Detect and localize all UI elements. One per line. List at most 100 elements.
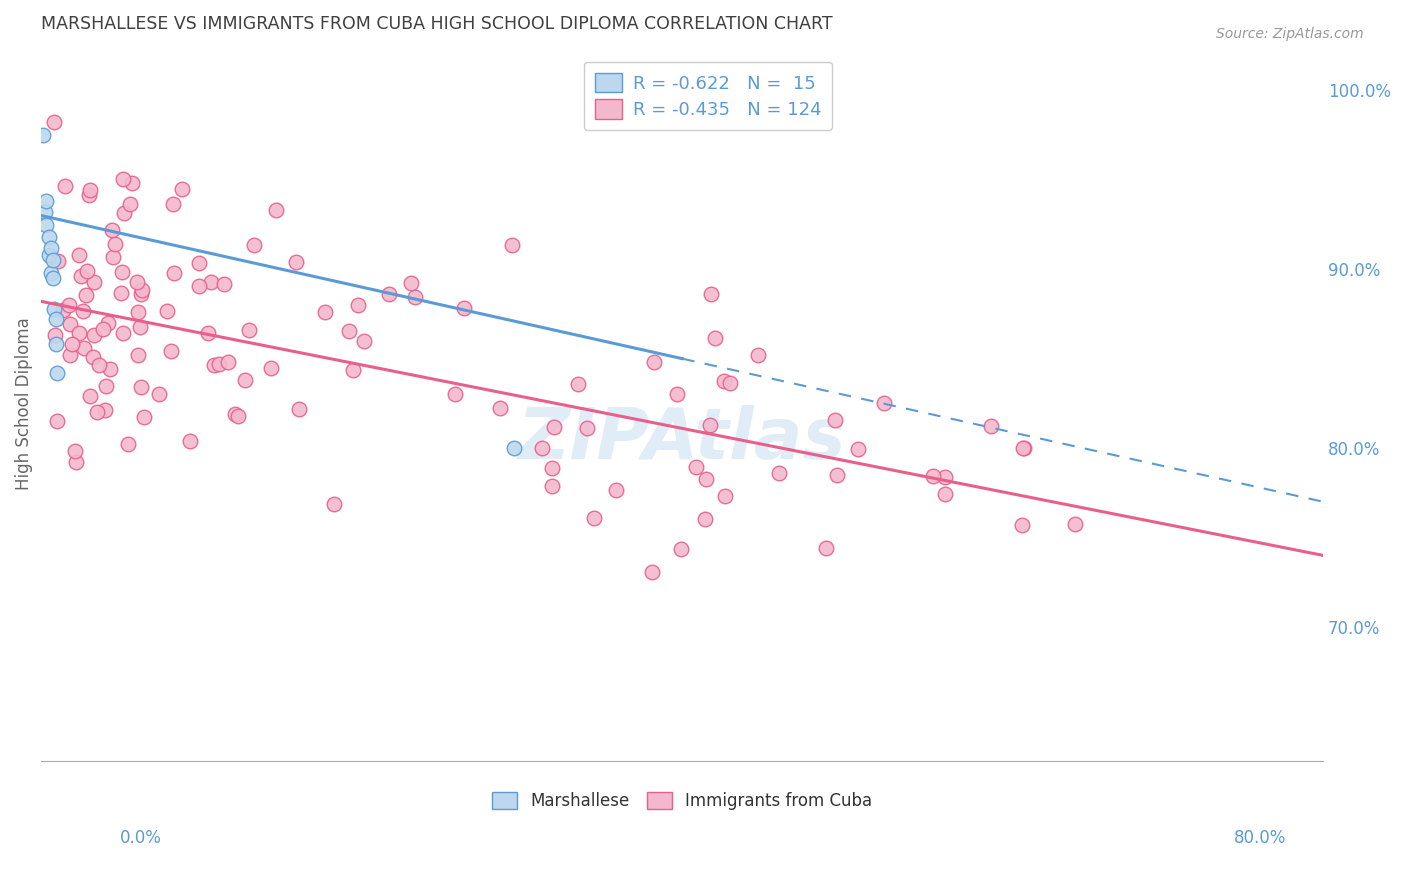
Point xyxy=(284,255,307,269)
Point xyxy=(75,288,97,302)
Point xyxy=(129,287,152,301)
Text: Source: ZipAtlas.com: Source: ZipAtlas.com xyxy=(1216,27,1364,41)
Point xyxy=(104,237,127,252)
Point xyxy=(170,181,193,195)
Point xyxy=(233,373,256,387)
Point xyxy=(41,253,63,268)
Point xyxy=(34,205,56,219)
Point xyxy=(399,276,422,290)
Point xyxy=(131,283,153,297)
Point xyxy=(63,444,86,458)
Point xyxy=(704,331,727,345)
Point xyxy=(718,376,741,390)
Point xyxy=(67,248,90,262)
Point xyxy=(314,305,336,319)
Point xyxy=(202,359,225,373)
Point xyxy=(1063,516,1085,531)
Point xyxy=(148,387,170,401)
Point xyxy=(98,362,121,376)
Point xyxy=(501,238,523,252)
Point xyxy=(197,326,219,341)
Point xyxy=(1012,442,1035,456)
Point xyxy=(921,469,943,483)
Point xyxy=(35,218,58,232)
Point xyxy=(224,407,246,421)
Point xyxy=(77,188,100,202)
Point xyxy=(41,271,63,285)
Point xyxy=(159,344,181,359)
Point xyxy=(337,324,360,338)
Point xyxy=(111,326,134,340)
Point xyxy=(52,303,75,318)
Point xyxy=(347,298,370,312)
Point xyxy=(46,414,69,428)
Point xyxy=(404,290,426,304)
Point xyxy=(934,470,956,484)
Point xyxy=(127,348,149,362)
Point xyxy=(44,301,66,316)
Point xyxy=(32,128,55,142)
Point xyxy=(353,334,375,348)
Point xyxy=(73,341,96,355)
Point xyxy=(59,318,82,332)
Point xyxy=(110,285,132,300)
Point xyxy=(695,512,717,526)
Text: 80.0%: 80.0% xyxy=(1234,829,1286,847)
Point xyxy=(89,358,111,372)
Point xyxy=(444,387,467,401)
Point xyxy=(188,256,211,270)
Point xyxy=(83,327,105,342)
Point xyxy=(38,248,60,262)
Point xyxy=(162,197,184,211)
Point xyxy=(530,442,553,456)
Point xyxy=(39,266,62,280)
Point xyxy=(575,421,598,435)
Point xyxy=(69,326,91,340)
Point xyxy=(46,253,69,268)
Text: 0.0%: 0.0% xyxy=(120,829,162,847)
Point xyxy=(82,351,104,365)
Point xyxy=(79,388,101,402)
Text: ZIPAtlas: ZIPAtlas xyxy=(517,405,846,474)
Point xyxy=(60,337,83,351)
Point xyxy=(226,409,249,423)
Point xyxy=(65,455,87,469)
Point xyxy=(38,230,60,244)
Point xyxy=(200,276,222,290)
Point xyxy=(156,304,179,318)
Point xyxy=(45,312,67,326)
Point xyxy=(815,541,838,556)
Point xyxy=(118,197,141,211)
Point xyxy=(825,467,848,482)
Point xyxy=(44,115,66,129)
Point xyxy=(132,409,155,424)
Point xyxy=(91,322,114,336)
Y-axis label: High School Diploma: High School Diploma xyxy=(15,317,32,490)
Point xyxy=(342,363,364,377)
Point xyxy=(541,461,564,475)
Point xyxy=(643,355,665,369)
Point xyxy=(713,490,735,504)
Point xyxy=(111,172,134,186)
Point xyxy=(79,183,101,197)
Point xyxy=(605,483,627,497)
Point xyxy=(503,441,526,455)
Point xyxy=(288,401,311,416)
Point xyxy=(488,401,510,415)
Point xyxy=(453,301,475,315)
Point xyxy=(669,541,692,556)
Point xyxy=(86,405,108,419)
Point xyxy=(128,320,150,334)
Point xyxy=(713,374,735,388)
Point xyxy=(322,497,344,511)
Point xyxy=(259,360,281,375)
Point xyxy=(94,378,117,392)
Point xyxy=(121,176,143,190)
Point xyxy=(685,459,707,474)
Text: MARSHALLESE VS IMMIGRANTS FROM CUBA HIGH SCHOOL DIPLOMA CORRELATION CHART: MARSHALLESE VS IMMIGRANTS FROM CUBA HIGH… xyxy=(41,15,832,33)
Point xyxy=(45,337,67,351)
Point xyxy=(540,479,562,493)
Point xyxy=(35,194,58,209)
Point xyxy=(101,223,124,237)
Point xyxy=(96,316,118,330)
